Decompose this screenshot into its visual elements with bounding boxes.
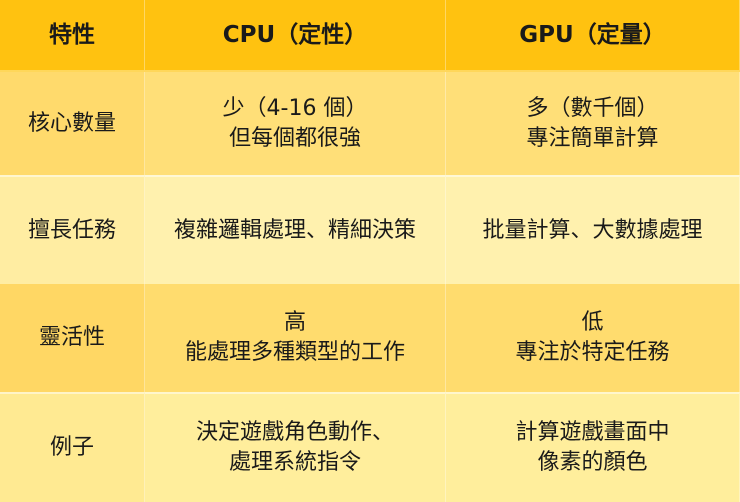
row-label: 例子 [0, 392, 145, 502]
row-label: 靈活性 [0, 284, 145, 392]
cell-line: 像素的顏色 [537, 450, 648, 475]
cpu-cell: 複雜邏輯處理、精細決策 [145, 175, 446, 284]
header-feature: 特性 [0, 0, 145, 72]
cell-line: 決定遊戲角色動作、 [195, 420, 394, 445]
cell-line: 處理系統指令 [228, 450, 361, 475]
cpu-cell: 高能處理多種類型的工作 [145, 284, 446, 392]
row-label: 核心數量 [0, 72, 145, 175]
cell-line: 批量計算、大數據處理 [482, 217, 703, 243]
cell-line: 高 [283, 310, 306, 335]
header-gpu: GPU（定量） [446, 0, 740, 72]
cell-line: 複雜邏輯處理、精細決策 [173, 217, 416, 243]
cell-line: 專注於特定任務 [515, 340, 670, 365]
cell-line: 少（4-16 個） [222, 95, 368, 121]
cpu-cell: 決定遊戲角色動作、 處理系統指令 [145, 392, 446, 502]
cell-line: 專注簡單計算 [526, 125, 659, 151]
header-text: CPU（定性） [222, 22, 368, 48]
row-label: 擅長任務 [0, 175, 145, 284]
header-text: GPU（定量） [519, 22, 666, 48]
cpu-cell: 少（4-16 個） 但每個都很強 [145, 72, 446, 175]
gpu-cell: 計算遊戲畫面中 像素的顏色 [446, 392, 740, 502]
gpu-cell: 多（數千個） 專注簡單計算 [446, 72, 740, 175]
cell-line: 計算遊戲畫面中 [515, 420, 670, 445]
header-cpu: CPU（定性） [145, 0, 446, 72]
gpu-cell: 低專注於特定任務 [446, 284, 740, 392]
cell-line: 低 [581, 310, 604, 335]
label-text: 例子 [49, 435, 94, 460]
gpu-cell: 批量計算、大數據處理 [446, 175, 740, 284]
cell-line: 能處理多種類型的工作 [184, 340, 405, 365]
cell-line: 但每個都很強 [228, 125, 361, 151]
cell-line: 多（數千個） [526, 95, 659, 121]
label-text: 靈活性 [38, 325, 105, 350]
label-text: 擅長任務 [27, 217, 116, 243]
header-text: 特性 [49, 22, 95, 48]
label-text: 核心數量 [27, 110, 116, 136]
